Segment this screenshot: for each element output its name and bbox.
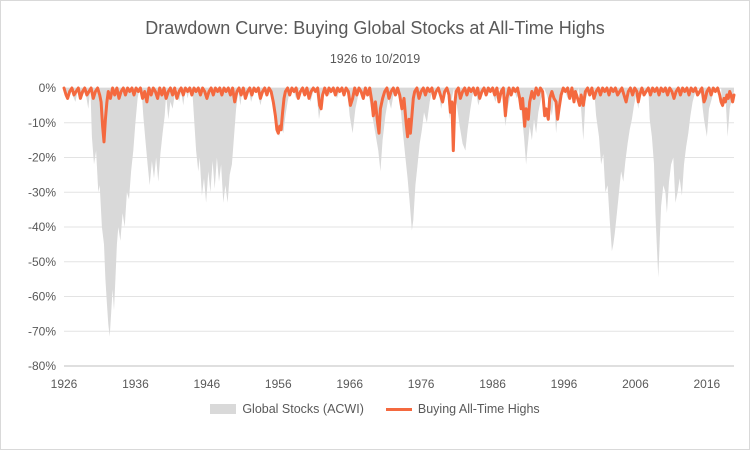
legend-item-global-stocks: Global Stocks (ACWI) — [210, 402, 364, 416]
x-tick-label: 1976 — [408, 377, 435, 391]
x-tick-label: 2006 — [622, 377, 649, 391]
legend: Global Stocks (ACWI) Buying All-Time Hig… — [0, 402, 750, 416]
x-tick-label: 1966 — [336, 377, 363, 391]
series-global-stocks-area — [64, 88, 734, 337]
x-tick-label: 1956 — [265, 377, 292, 391]
legend-swatch-line — [385, 407, 412, 411]
axes: 0% -10% -20% -30% -40% -50% -60% -70% -80% 1926 19… — [28, 81, 734, 391]
legend-label-global-stocks: Global Stocks (ACWI) — [242, 402, 364, 416]
y-tick-label: -60% — [28, 290, 56, 304]
x-tick-label: 2016 — [694, 377, 721, 391]
y-tick-label: -30% — [28, 185, 56, 199]
x-tick-label: 1996 — [551, 377, 578, 391]
y-tick-label: -20% — [28, 151, 56, 165]
chart-title: Drawdown Curve: Buying Global Stocks at … — [145, 18, 605, 38]
series-buying-all-time-highs-line — [62, 86, 736, 153]
x-tick-label: 1926 — [51, 377, 78, 391]
y-tick-label: -50% — [28, 255, 56, 269]
x-tick-label: 1986 — [479, 377, 506, 391]
legend-swatch-area — [210, 404, 237, 414]
chart-subtitle: 1926 to 10/2019 — [329, 52, 421, 66]
legend-label-all-time-highs: Buying All-Time Highs — [417, 402, 540, 416]
series-layer — [62, 86, 736, 337]
y-tick-label: -70% — [28, 324, 56, 338]
x-tick-label: 1936 — [122, 377, 149, 391]
y-tick-label: -80% — [28, 359, 56, 373]
y-tick-label: -40% — [28, 220, 56, 234]
y-tick-label: -10% — [28, 116, 56, 130]
gridlines — [64, 87, 734, 367]
y-tick-label: 0% — [39, 81, 57, 95]
legend-item-all-time-highs: Buying All-Time Highs — [385, 402, 540, 416]
x-tick-label: 1946 — [194, 377, 221, 391]
